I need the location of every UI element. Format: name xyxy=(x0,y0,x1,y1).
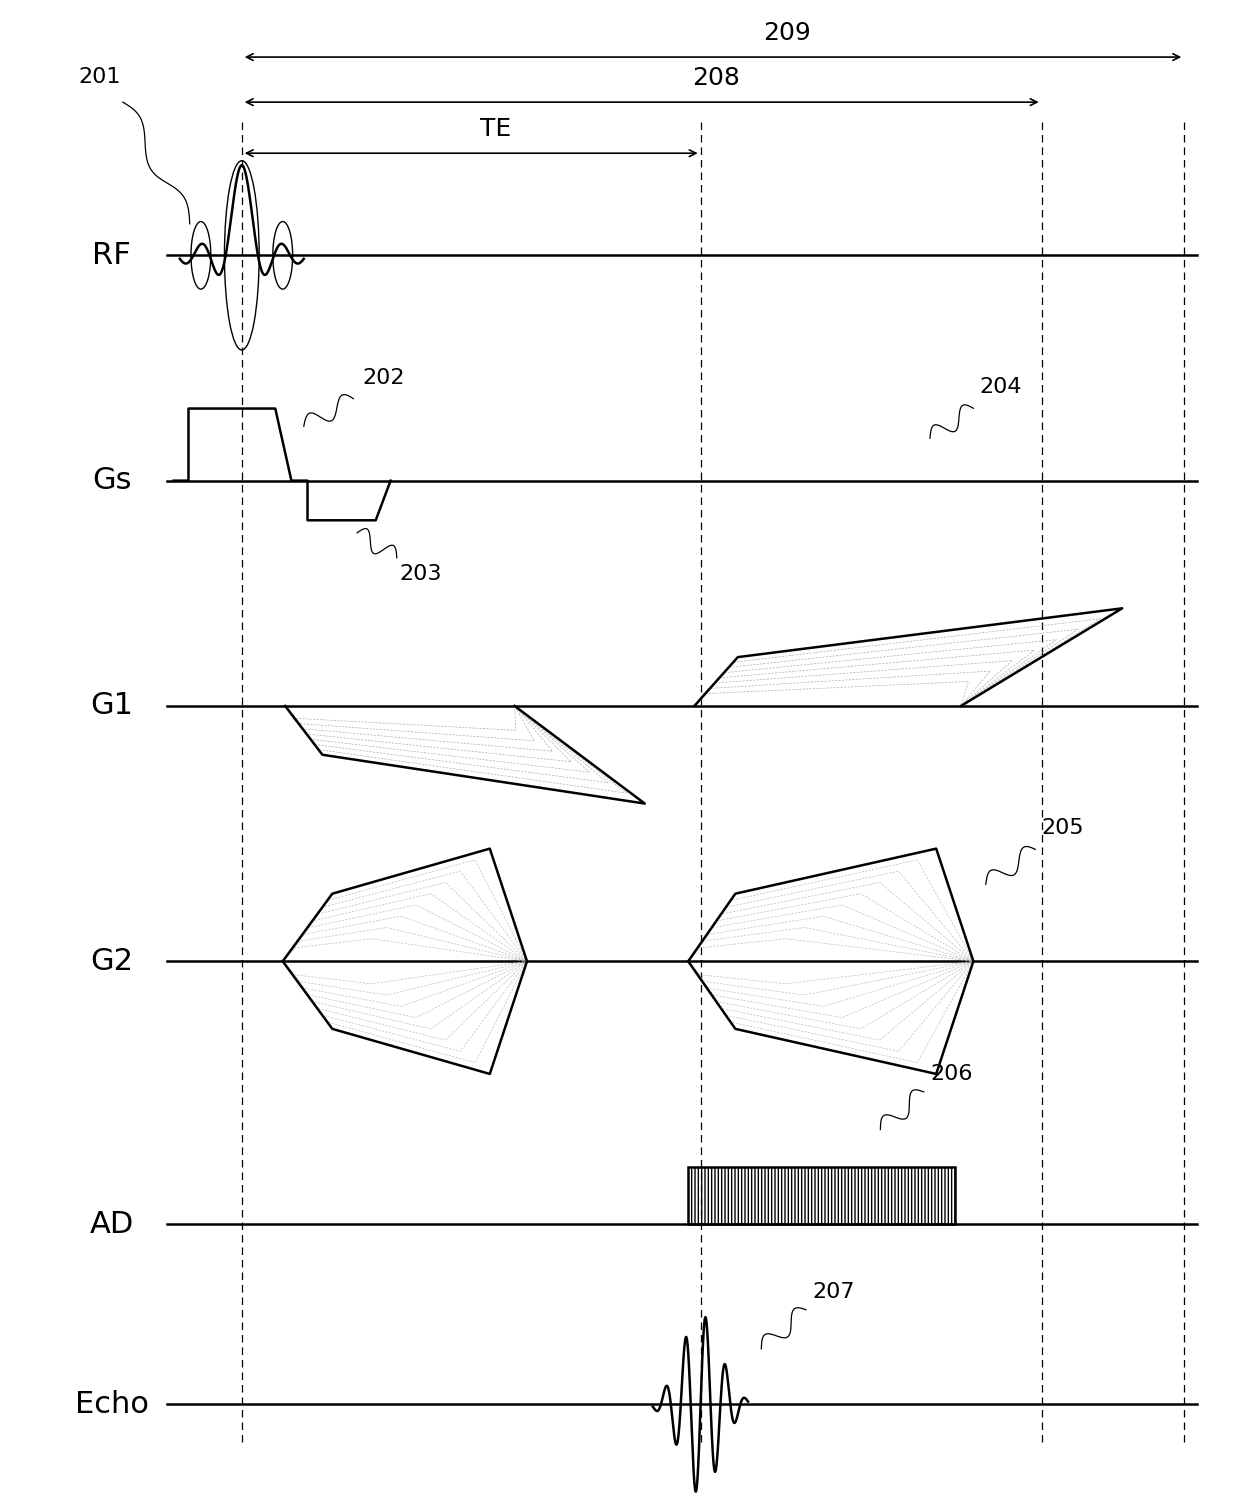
Text: Gs: Gs xyxy=(92,466,131,496)
Text: 208: 208 xyxy=(692,66,740,90)
Text: G2: G2 xyxy=(91,946,133,976)
Text: G1: G1 xyxy=(91,691,133,721)
Text: AD: AD xyxy=(89,1209,134,1239)
Text: 203: 203 xyxy=(399,565,441,584)
Text: 201: 201 xyxy=(78,66,120,87)
Text: Echo: Echo xyxy=(74,1389,149,1419)
Bar xyxy=(688,1167,955,1224)
Text: TE: TE xyxy=(480,117,512,141)
Text: 205: 205 xyxy=(1042,819,1084,838)
Text: 209: 209 xyxy=(764,21,811,45)
Text: 204: 204 xyxy=(980,377,1022,398)
Text: 207: 207 xyxy=(812,1281,854,1302)
Text: 206: 206 xyxy=(930,1063,972,1084)
Text: RF: RF xyxy=(92,240,131,270)
Text: 202: 202 xyxy=(362,368,404,388)
